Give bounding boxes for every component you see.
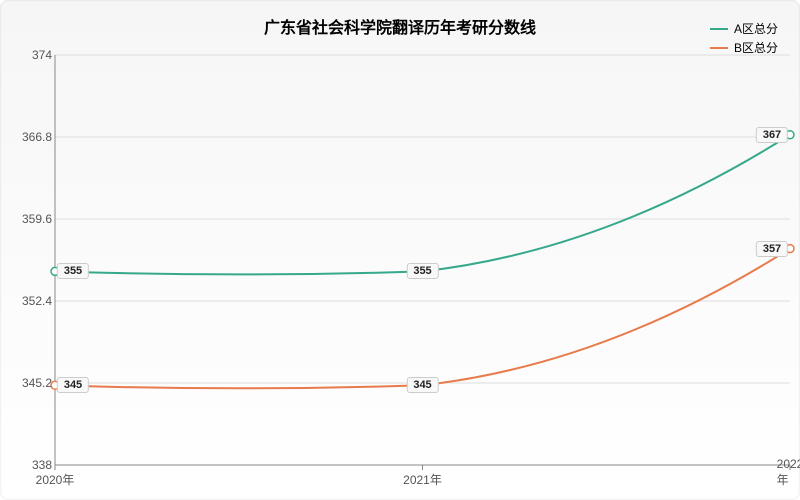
plot-area bbox=[55, 55, 790, 465]
chart-container: 广东省社会科学院翻译历年考研分数线 A区总分 B区总分 338 345.2 352.… bbox=[0, 0, 800, 500]
data-label: 345 bbox=[57, 377, 89, 393]
data-label: 367 bbox=[756, 127, 788, 143]
legend-swatch-b bbox=[710, 47, 728, 49]
series-lines bbox=[55, 135, 790, 389]
legend: A区总分 B区总分 bbox=[710, 20, 778, 58]
xtick-label: 2021年 bbox=[403, 471, 442, 488]
xtick-label: 2020年 bbox=[36, 471, 75, 488]
legend-item-b: B区总分 bbox=[710, 39, 778, 56]
ytick-label: 352.4 bbox=[4, 294, 52, 308]
data-label: 355 bbox=[57, 263, 89, 279]
legend-label-a: A区总分 bbox=[734, 20, 778, 37]
gridlines bbox=[55, 55, 790, 465]
plot-svg bbox=[55, 55, 790, 465]
chart-title: 广东省社会科学院翻译历年考研分数线 bbox=[0, 14, 800, 38]
ytick-label: 338 bbox=[4, 458, 52, 472]
xtick-label: 2022年 bbox=[777, 457, 800, 488]
ytick-label: 345.2 bbox=[4, 376, 52, 390]
legend-item-a: A区总分 bbox=[710, 20, 778, 37]
markers bbox=[51, 131, 794, 390]
ytick-label: 366.8 bbox=[4, 130, 52, 144]
data-label: 355 bbox=[406, 263, 438, 279]
legend-swatch-a bbox=[710, 28, 728, 30]
legend-label-b: B区总分 bbox=[734, 39, 778, 56]
ytick-label: 374 bbox=[4, 48, 52, 62]
data-label: 357 bbox=[756, 241, 788, 257]
ytick-label: 359.6 bbox=[4, 212, 52, 226]
data-label: 345 bbox=[406, 377, 438, 393]
